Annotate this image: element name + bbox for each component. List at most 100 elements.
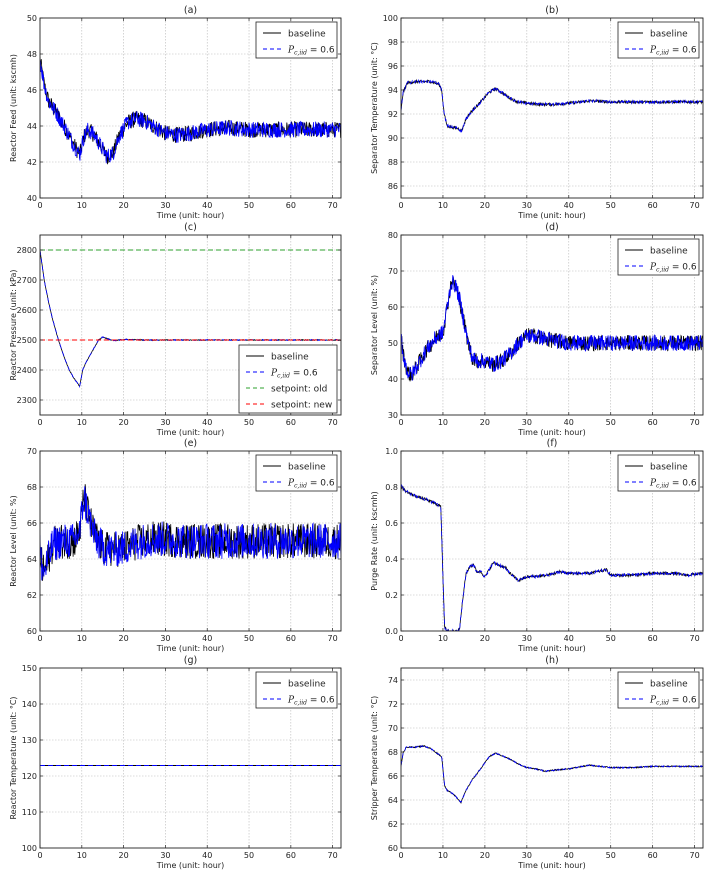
chart-panel-g: 0 10 20 30 40 50 60 70 100 110 120 130 140 150 (g) Time…: [9, 655, 342, 870]
chart-title: (a): [184, 5, 197, 16]
chart-panel-b: 0 10 20 30 40 50 60 70 86 88 90 92 94 96 98 100 (b) Time …: [370, 5, 704, 220]
x-tick-label: 10: [77, 851, 87, 860]
y-axis-label: Reactor Temperature (unit: °C): [9, 696, 18, 819]
y-tick-label: 74: [388, 676, 398, 685]
x-tick-label: 50: [606, 418, 616, 427]
x-tick-label: 0: [37, 201, 42, 210]
legend-label-baseline: baseline: [288, 30, 326, 40]
legend-label-pcid: Pc,iid = 0.6: [287, 46, 335, 57]
chart-title: (c): [184, 222, 197, 233]
tick-labels: 0 10 20 30 40 50 60 70 100 110 120 130 140 150: [22, 664, 341, 860]
y-tick-label: 42: [27, 158, 37, 167]
x-tick-label: 40: [202, 851, 212, 860]
x-tick-label: 60: [286, 201, 296, 210]
x-tick-label: 40: [202, 201, 212, 210]
x-tick-label: 40: [564, 851, 574, 860]
chart-panel-d: 0 10 20 30 40 50 60 70 30 40 50 60 70 80 (d) Time (unit…: [370, 222, 704, 437]
y-axis-label: Purge Rate (unit: kscmh): [370, 491, 379, 590]
chart-title: (b): [545, 5, 558, 16]
x-axis-label: Time (unit: hour): [517, 644, 585, 653]
chart-panel-e: 0 10 20 30 40 50 60 70 60 62 64 66 68 70 (e) Time (unit…: [9, 438, 342, 653]
x-tick-label: 10: [438, 418, 448, 427]
y-tick-label: 120: [22, 772, 37, 781]
x-tick-label: 50: [244, 418, 254, 427]
y-axis-label: Separator Temperature (unit: °C): [370, 42, 379, 174]
tick-labels: 0 10 20 30 40 50 60 70 0.0 0.2 0.4 0.6 0.8 1.0: [385, 447, 703, 643]
chart-panel-f: 0 10 20 30 40 50 60 70 0.0 0.2 0.4 0.6 0.8 1.0 (f) Time…: [370, 438, 704, 653]
legend-label-setpoint_old: setpoint: old: [271, 385, 327, 395]
series-layer: [40, 249, 341, 388]
x-tick-label: 10: [77, 418, 87, 427]
x-tick-label: 0: [398, 851, 403, 860]
x-tick-label: 20: [480, 418, 490, 427]
legend-label-baseline: baseline: [650, 463, 688, 473]
legend: baseline Pc,iid = 0.6: [255, 454, 338, 492]
y-tick-label: 2300: [17, 396, 37, 405]
x-axis-label: Time (unit: hour): [156, 861, 224, 870]
x-tick-label: 30: [522, 201, 532, 210]
legend-label-baseline: baseline: [288, 680, 326, 690]
x-tick-label: 70: [328, 201, 338, 210]
y-tick-label: 66: [388, 772, 398, 781]
legend-label-pcid: Pc,iid = 0.6: [649, 479, 697, 490]
x-tick-label: 30: [522, 634, 532, 643]
y-tick-label: 64: [388, 796, 398, 805]
legend-label-pcid: Pc,iid = 0.6: [649, 696, 697, 707]
axes-frame: [39, 450, 342, 632]
x-tick-label: 40: [564, 418, 574, 427]
y-tick-label: 80: [388, 231, 398, 240]
legend-label-baseline: baseline: [288, 463, 326, 473]
y-tick-label: 92: [388, 110, 398, 119]
axes-frame: [39, 234, 342, 416]
y-tick-label: 64: [27, 555, 37, 564]
x-tick-label: 60: [648, 201, 658, 210]
y-axis-label: Stripper Temperature (unit: °C): [370, 696, 379, 820]
x-tick-label: 70: [328, 418, 338, 427]
x-tick-label: 10: [438, 851, 448, 860]
y-tick-label: 62: [27, 591, 37, 600]
legend: baseline Pc,iid = 0.6: [617, 21, 700, 59]
x-tick-label: 70: [328, 634, 338, 643]
y-tick-label: 70: [388, 267, 398, 276]
series-p-c-iid-0-6: [40, 250, 341, 388]
x-tick-label: 60: [286, 418, 296, 427]
y-tick-label: 40: [27, 194, 37, 203]
x-tick-label: 30: [160, 634, 170, 643]
y-tick-label: 48: [27, 50, 37, 59]
y-axis-label: Reactor Pressure (unit: kPa): [9, 270, 18, 381]
series-layer: [40, 484, 341, 581]
x-tick-label: 10: [77, 634, 87, 643]
x-tick-label: 70: [690, 851, 700, 860]
x-tick-label: 50: [606, 201, 616, 210]
y-tick-label: 1.0: [385, 447, 398, 456]
y-tick-label: 68: [388, 748, 398, 757]
grid-lines: [401, 18, 703, 198]
tick-labels: 0 10 20 30 40 50 60 70 30 40 50 60 70 80: [388, 231, 703, 427]
x-axis-label: Time (unit: hour): [517, 428, 585, 437]
x-tick-label: 0: [398, 201, 403, 210]
legend: baseline Pc,iid = 0.6: [617, 454, 700, 492]
x-tick-label: 60: [286, 851, 296, 860]
x-tick-label: 50: [244, 634, 254, 643]
x-tick-label: 50: [606, 851, 616, 860]
series-p-c-iid-0-6: [40, 486, 341, 581]
legend: baseline Pc,iid = 0.6: [617, 238, 700, 276]
x-tick-label: 20: [119, 418, 129, 427]
x-tick-label: 0: [398, 634, 403, 643]
x-axis-label: Time (unit: hour): [156, 428, 224, 437]
tick-labels: 0 10 20 30 40 50 60 70 40 42 44 46 48 50: [27, 14, 341, 210]
series-layer: [401, 275, 703, 382]
grid-lines: [40, 18, 341, 198]
x-tick-label: 20: [480, 634, 490, 643]
y-tick-label: 44: [27, 122, 37, 131]
y-tick-label: 0.4: [385, 555, 398, 564]
y-tick-label: 40: [388, 375, 398, 384]
y-tick-label: 98: [388, 38, 398, 47]
x-tick-label: 50: [244, 851, 254, 860]
legend: baseline Pc,iid = 0.6: [255, 671, 338, 709]
series-p-c-iid-0-6: [401, 484, 703, 631]
x-tick-label: 70: [328, 851, 338, 860]
x-tick-label: 50: [244, 201, 254, 210]
x-tick-label: 40: [202, 634, 212, 643]
